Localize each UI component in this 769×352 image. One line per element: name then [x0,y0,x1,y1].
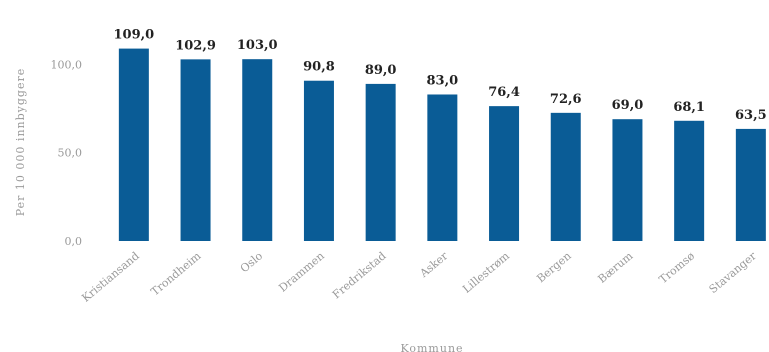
x-tick-label: Asker [417,249,451,281]
bar [303,80,334,241]
data-label: 90,8 [303,60,335,75]
x-axis-title: Kommune [400,342,463,352]
data-label: 89,0 [365,63,397,78]
bar [365,83,396,241]
x-tick-label: Trondheim [148,249,203,298]
data-label: 68,1 [673,100,705,115]
x-tick-label: Bergen [534,249,573,285]
data-label: 63,5 [735,108,767,123]
bar [118,48,149,241]
data-label: 83,0 [427,73,459,88]
data-labels-group: 109,0 102,9 103,0 90,8 89,0 83,0 76,4 72,6 69,0 6… [113,28,766,123]
data-label: 69,0 [612,98,644,113]
bar [180,59,211,241]
bar [242,59,273,241]
x-tick-label: Lillestrøm [460,249,512,296]
bars-group [118,48,766,241]
bar [550,112,581,241]
x-tick-label: Oslo [238,249,266,275]
y-tick-label: 50,0 [58,147,83,160]
y-axis-ticks: 0,0 50,0 100,0 [51,58,83,248]
data-label: 102,9 [175,38,216,53]
data-label: 76,4 [488,85,520,100]
x-tick-label: Fredrikstad [330,249,389,301]
bar [674,120,705,241]
y-tick-label: 100,0 [51,58,83,71]
y-tick-label: 0,0 [65,235,83,248]
x-tick-label: Stavanger [707,249,760,296]
bar [735,128,766,241]
category-labels-group: Kristiansand Trondheim Oslo Drammen Fredriks… [79,249,759,305]
x-tick-label: Kristiansand [79,249,141,304]
data-label: 103,0 [237,38,278,53]
x-tick-label: Tromsø [657,249,698,286]
data-label: 72,6 [550,92,582,107]
x-tick-label: Drammen [276,249,327,294]
bar [489,106,520,241]
x-tick-label: Bærum [595,249,635,286]
y-axis-title: Per 10 000 innbyggere [14,68,27,216]
data-label: 109,0 [113,28,154,43]
bar [612,119,643,241]
bar [427,94,458,241]
